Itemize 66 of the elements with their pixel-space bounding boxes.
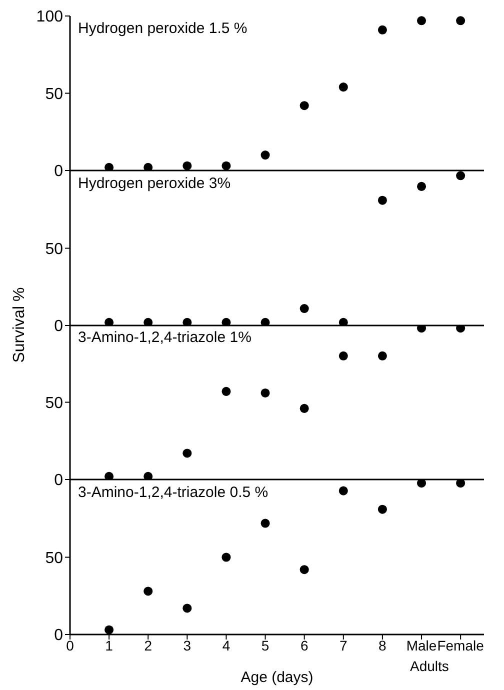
point [378,504,387,514]
point [456,170,466,180]
y-tick-label: 0 [54,472,64,490]
point [182,603,192,612]
text: Adults [410,658,449,674]
x-tick-label: 8 [378,636,387,653]
point [260,317,270,325]
point [104,317,114,325]
point [300,304,309,313]
y-tick-label: 0 [54,318,64,335]
point [338,317,348,325]
point [338,351,348,360]
x-tick-label: 2 [144,636,152,653]
chart-title: Hydrogen peroxide 3% [78,174,231,192]
point [182,448,192,458]
point [104,162,114,170]
point [416,325,426,333]
x-tick-label: 4 [222,636,230,653]
point [456,16,466,26]
x-tick-label: 7 [340,636,348,653]
point [222,386,231,396]
point [338,486,348,495]
point [144,317,153,325]
point [378,25,387,34]
point [260,388,270,398]
point [182,161,192,170]
point [222,317,231,325]
point [378,351,387,360]
point [300,101,309,110]
y-axis-title: Survival % [11,287,29,363]
point [456,325,466,333]
point [182,317,192,325]
x-axis-title: Age (days) [240,669,314,686]
point [338,82,348,92]
y-tick-label: 50 [45,394,64,412]
x-tick-label: Female [437,636,484,653]
x-tick-label: Male [406,636,437,653]
chart-title: 3-Amino-1,2,4-triazole 1% [78,329,252,346]
point [104,624,114,634]
point [456,480,466,488]
point [260,518,270,528]
chart-title: Hydrogen peroxide 1.5 % [78,20,248,37]
chart-title: 3-Amino-1,2,4-triazole 0.5 % [78,484,268,500]
x-tick-label: 5 [261,636,270,653]
point [222,161,231,170]
y-tick-label: 50 [45,240,64,258]
y-tick-label: 50 [45,86,64,103]
y-tick-label: 100 [36,8,64,26]
point [300,564,309,574]
x-tick-label: 0 [66,636,74,653]
y-tick-label: 0 [54,163,64,180]
x-tick-label: 6 [300,636,308,653]
point [416,181,426,190]
point [144,162,153,170]
point [260,150,270,160]
y-tick-label: 50 [45,549,64,566]
point [416,16,426,26]
point [378,195,387,204]
x-tick-label: 1 [105,636,114,653]
point [300,404,309,413]
point [416,480,426,488]
point [104,472,114,480]
x-tick-label: 3 [183,636,192,653]
point [144,586,153,596]
point [144,472,153,480]
point [222,552,231,562]
